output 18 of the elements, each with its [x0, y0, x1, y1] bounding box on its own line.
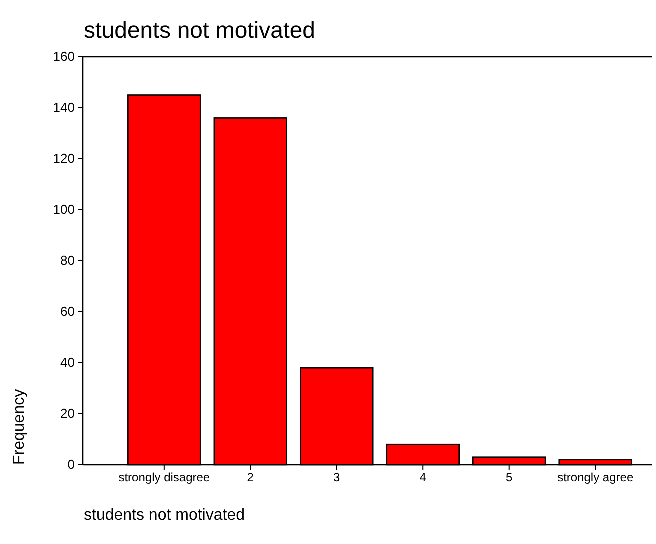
y-tick-label: 140 [53, 100, 75, 116]
x-tick-label: 3 [334, 470, 341, 485]
chart-title: students not motivated [84, 17, 316, 43]
x-tick-label: 2 [247, 470, 254, 485]
y-tick-label: 60 [60, 304, 75, 320]
y-tick-label: 100 [53, 202, 75, 218]
y-tick-label: 80 [60, 253, 75, 268]
x-tick-label: strongly agree [558, 470, 634, 485]
y-tick-label: 160 [53, 49, 75, 64]
x-tick-label: 4 [420, 470, 427, 485]
y-tick-label: 0 [68, 457, 75, 472]
y-tick-label: 40 [60, 355, 75, 370]
x-tick-label: strongly disagree [118, 470, 210, 485]
y-tick-label: 120 [53, 151, 75, 166]
x-tick-label: 5 [506, 470, 514, 485]
x-axis-title: students not motivated [84, 507, 245, 524]
y-axis-title: Frequency [11, 389, 28, 465]
y-tick-label: 20 [60, 406, 75, 422]
